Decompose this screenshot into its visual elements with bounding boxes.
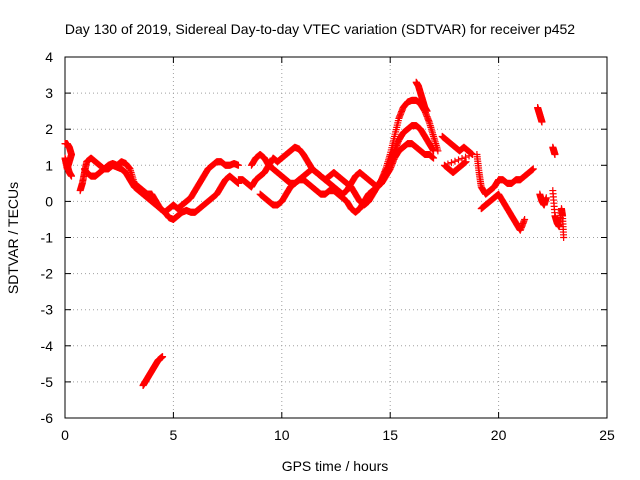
y-tick-label: 1 [45, 157, 53, 173]
data-point [159, 353, 167, 361]
data-point [560, 234, 568, 241]
series-track-d [139, 353, 167, 390]
y-axis-label: SDTVAR / TECUs [5, 182, 21, 294]
y-tick-label: 3 [45, 85, 53, 101]
data-point [551, 150, 559, 158]
x-tick-label: 0 [61, 427, 69, 443]
data-point [430, 154, 438, 162]
y-tick-label: -4 [41, 338, 54, 354]
data-point [234, 161, 242, 169]
series-track-m [536, 190, 550, 209]
series-track-o [549, 187, 568, 241]
data-point [538, 118, 546, 126]
data-point [423, 107, 431, 115]
series-track-l [534, 104, 546, 126]
chart-title: Day 130 of 2019, Sidereal Day-to-day VTE… [65, 21, 575, 37]
y-tick-label: -5 [41, 374, 54, 390]
x-tick-label: 20 [491, 427, 507, 443]
data-point [458, 155, 466, 163]
axes: 0 5 10 15 20 25 -6 -5 -4 -3 -2 -1 0 1 2 3 4 [41, 49, 615, 443]
series-track-a [61, 140, 76, 180]
data-point [451, 157, 459, 165]
series-track-n [549, 143, 559, 158]
x-tick-label: 15 [382, 427, 398, 443]
y-tick-label: -3 [41, 302, 54, 318]
data-point [521, 215, 529, 223]
series-track-h [412, 78, 431, 115]
x-axis-label: GPS time / hours [282, 458, 389, 474]
data-point [542, 194, 550, 202]
data-point [462, 158, 470, 166]
series-track-g [256, 140, 438, 216]
data-point [454, 156, 462, 164]
grid-lines [65, 57, 607, 418]
series-track-b [76, 154, 242, 216]
data-point [465, 152, 473, 160]
x-tick-label: 5 [170, 427, 178, 443]
x-tick-label: 10 [274, 427, 290, 443]
data-point [447, 159, 455, 167]
y-tick-label: -1 [41, 230, 54, 246]
data-points [61, 78, 568, 390]
y-tick-label: -6 [41, 410, 54, 426]
data-point [68, 172, 76, 180]
series-track-j [473, 150, 537, 198]
x-tick-label: 25 [599, 427, 615, 443]
data-point [529, 165, 537, 173]
y-tick-label: 4 [45, 49, 53, 65]
data-point [430, 147, 438, 155]
y-tick-label: 0 [45, 193, 53, 209]
y-tick-label: -2 [41, 266, 54, 282]
series-track-c [81, 161, 242, 223]
y-tick-label: 2 [45, 121, 53, 137]
series-track-k [477, 190, 529, 234]
